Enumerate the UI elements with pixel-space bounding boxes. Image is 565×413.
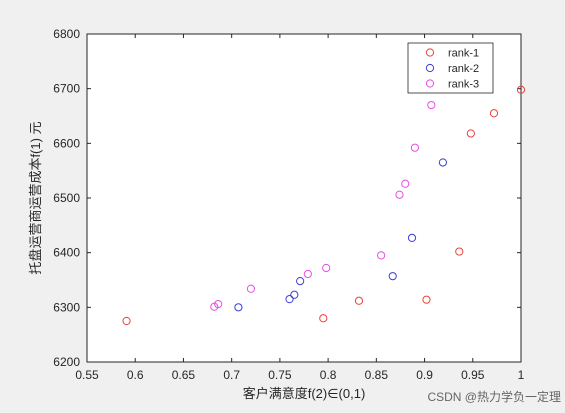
data-point-rank-3	[427, 100, 436, 110]
data-point-rank-3	[401, 179, 410, 188]
x-tick-label: 0.55	[75, 368, 99, 382]
y-tick-label: 6500	[53, 191, 80, 205]
legend-label: rank-3	[448, 79, 479, 91]
data-point-rank-2	[234, 303, 243, 312]
data-point-rank-3	[322, 263, 331, 273]
x-tick-label: 0.65	[172, 368, 196, 382]
data-point-rank-1	[319, 314, 328, 323]
x-tick-label: 0.7	[223, 368, 240, 382]
data-point-rank-1	[122, 316, 131, 326]
data-points	[122, 85, 526, 326]
data-point-rank-2	[296, 276, 305, 286]
data-point-rank-1	[422, 295, 431, 304]
y-tick-label: 6600	[53, 136, 80, 150]
legend: rank-1 rank-2 rank-3	[407, 42, 494, 94]
legend-entries: rank-1 rank-2 rank-3	[425, 48, 479, 91]
y-tick-label: 6400	[53, 246, 80, 260]
data-point-rank-3	[395, 190, 404, 199]
y-axis-label: 托盘运营商运营成本f(1) 元	[28, 121, 43, 274]
y-tick-label: 6200	[53, 355, 80, 369]
x-tick-label: 0.85	[365, 368, 389, 382]
x-tick-label: 0.75	[268, 368, 292, 382]
data-point-rank-2	[407, 233, 417, 243]
y-tick-label: 6800	[53, 27, 80, 41]
legend-marker-rank-2	[425, 63, 435, 73]
data-point-rank-3	[303, 269, 312, 279]
legend-box	[407, 42, 494, 94]
x-tick-label: 0.6	[127, 368, 144, 382]
data-point-rank-2	[438, 158, 447, 167]
legend-marker-rank-1	[425, 48, 435, 57]
data-point-rank-1	[466, 129, 475, 138]
data-point-rank-3	[214, 299, 223, 309]
x-tick-label: 0.9	[416, 368, 433, 382]
data-point-rank-2	[290, 290, 299, 299]
data-point-rank-3	[410, 143, 420, 152]
legend-marker-rank-3	[425, 79, 435, 88]
x-axis-label: 客户满意度f(2)∈(0,1)	[243, 386, 366, 401]
data-point-rank-1	[489, 109, 499, 118]
data-point-rank-3	[246, 284, 256, 293]
x-tick-label: 0.95	[461, 368, 485, 382]
legend-label: rank-2	[448, 63, 479, 75]
y-tick-label: 6700	[53, 82, 80, 96]
x-tick-label: 1	[518, 368, 525, 382]
data-point-rank-2	[285, 295, 294, 304]
data-point-rank-1	[455, 247, 464, 256]
data-point-rank-1	[516, 85, 526, 94]
data-point-rank-2	[388, 272, 397, 281]
watermark: CSDN @热力学负一定理	[427, 389, 561, 404]
legend-label: rank-1	[448, 48, 479, 60]
x-tick-label: 0.8	[320, 368, 337, 382]
y-tick-label: 6300	[53, 300, 80, 314]
axis-ticks: 0.55 0.6 0.65 0.7 0.75 0.8 0.85 0.9 0.95 1 6200 630…	[53, 27, 524, 382]
data-point-rank-1	[354, 296, 364, 305]
data-point-rank-3	[377, 251, 386, 260]
